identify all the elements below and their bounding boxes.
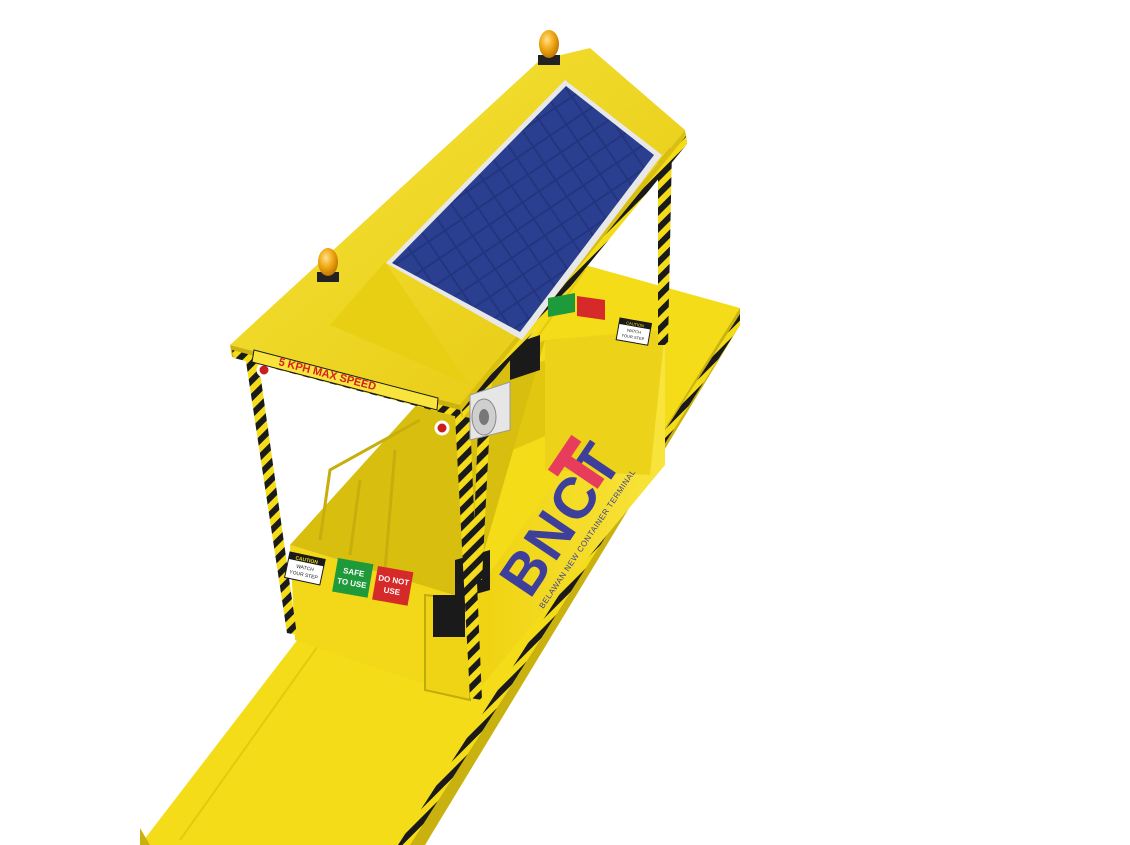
hazard-posts xyxy=(245,148,672,700)
far-sign-title: CAUTION xyxy=(626,320,645,328)
far-sign-line2: YOUR STEP xyxy=(621,333,645,342)
far-sign-tags xyxy=(548,293,605,320)
safe-to-use-sign: SAFE TO USE xyxy=(332,558,374,598)
caution-sign-line1: WATCH xyxy=(296,564,315,574)
far-sign-line1: WATCH xyxy=(626,327,641,334)
caution-sign-title: CAUTION xyxy=(295,555,319,566)
safe-sign-line1: SAFE xyxy=(342,566,365,579)
do-not-use-sign: DO NOT USE xyxy=(372,566,414,606)
solar-panel xyxy=(386,80,662,340)
far-caution-sign: CAUTION WATCH YOUR STEP xyxy=(615,317,653,346)
unsafe-sign-line2: USE xyxy=(383,585,401,597)
caution-sign: CAUTION WATCH YOUR STEP xyxy=(284,551,326,586)
rear-light-right xyxy=(434,420,450,436)
beacon-left xyxy=(317,248,339,282)
speaker-horn xyxy=(469,381,511,441)
logo-accent xyxy=(547,434,605,489)
beacon-right xyxy=(538,30,560,65)
